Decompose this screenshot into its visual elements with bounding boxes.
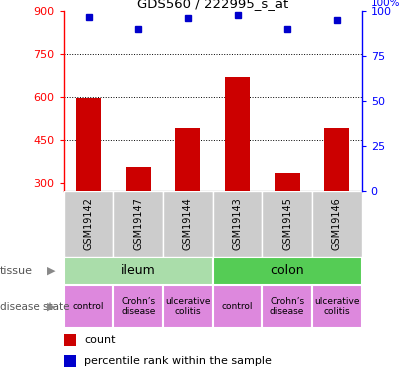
Bar <box>213 257 362 285</box>
Bar <box>262 285 312 328</box>
Bar <box>324 128 349 191</box>
Bar <box>262 191 312 257</box>
Bar <box>275 172 300 191</box>
Text: control: control <box>73 302 104 311</box>
Text: ulcerative
colitis: ulcerative colitis <box>314 297 360 316</box>
Bar <box>76 98 101 191</box>
Title: GDS560 / 222995_s_at: GDS560 / 222995_s_at <box>137 0 289 10</box>
Text: GSM19144: GSM19144 <box>183 198 193 250</box>
Text: ▶: ▶ <box>47 266 55 276</box>
Text: tissue: tissue <box>0 266 33 276</box>
Bar <box>163 285 213 328</box>
Text: Crohn’s
disease: Crohn’s disease <box>121 297 155 316</box>
Bar <box>213 191 262 257</box>
Bar <box>312 285 362 328</box>
Bar <box>64 334 76 346</box>
Text: colon: colon <box>270 264 304 278</box>
Text: GSM19142: GSM19142 <box>83 198 94 250</box>
Text: GSM19143: GSM19143 <box>233 198 242 250</box>
Text: ulcerative
colitis: ulcerative colitis <box>165 297 210 316</box>
Text: control: control <box>222 302 253 311</box>
Bar <box>64 355 76 367</box>
Bar <box>163 191 213 257</box>
Bar <box>113 191 163 257</box>
Text: ▶: ▶ <box>47 302 55 312</box>
Bar <box>225 77 250 191</box>
Text: GSM19146: GSM19146 <box>332 198 342 250</box>
Text: count: count <box>84 335 116 345</box>
Bar <box>64 285 113 328</box>
Text: ileum: ileum <box>121 264 156 278</box>
Text: GSM19145: GSM19145 <box>282 198 292 250</box>
Bar <box>113 285 163 328</box>
Bar <box>64 257 213 285</box>
Text: disease state: disease state <box>0 302 69 312</box>
Text: GSM19147: GSM19147 <box>133 198 143 250</box>
Bar <box>126 167 150 191</box>
Text: 100%: 100% <box>371 0 401 9</box>
Text: percentile rank within the sample: percentile rank within the sample <box>84 356 272 366</box>
Bar <box>312 191 362 257</box>
Bar <box>64 191 113 257</box>
Bar <box>175 128 200 191</box>
Text: Crohn’s
disease: Crohn’s disease <box>270 297 305 316</box>
Bar <box>213 285 262 328</box>
